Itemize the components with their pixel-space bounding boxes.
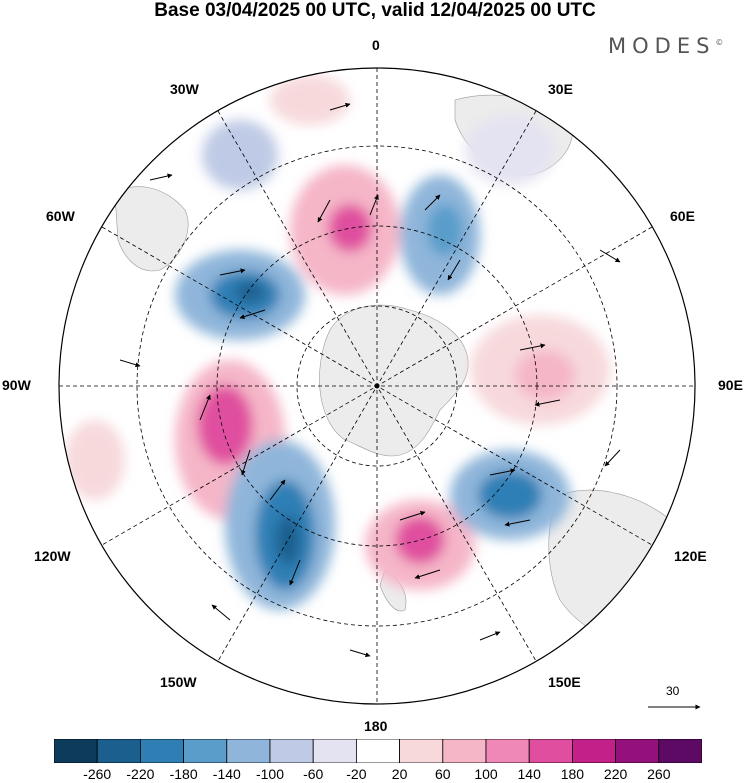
wind-vector: [329, 102, 351, 111]
colorbar-label: -140: [212, 766, 241, 782]
wind-vector: [219, 268, 246, 276]
wind-vector: [369, 194, 379, 216]
wind-vector: [534, 399, 561, 407]
anomaly-field: [65, 75, 610, 610]
colorbar-swatch: [183, 739, 228, 763]
colorbar-swatch: [615, 739, 660, 763]
colorbar-swatch: [399, 739, 444, 763]
wind-vector: [211, 604, 231, 621]
colorbar-label: 260: [647, 766, 671, 782]
wind-vector: [119, 359, 141, 368]
wind-vector: [349, 649, 371, 658]
pole-dot: [374, 383, 380, 389]
colorbar-label: -220: [126, 766, 155, 782]
colorbar-swatch: [312, 739, 357, 763]
wind-vector: [447, 259, 461, 281]
wind-vector: [289, 559, 301, 586]
modes-logo: MODES©: [608, 34, 723, 58]
lon-label-120w: 120W: [34, 548, 71, 564]
colorbar-label: 180: [560, 766, 585, 782]
colorbar-swatch: [140, 739, 185, 763]
south-america: [114, 186, 189, 272]
colorbar-label: 20: [391, 766, 408, 782]
wind-vector: [519, 343, 546, 351]
colorbar-swatch: [528, 739, 573, 763]
colorbar-label: -180: [169, 766, 198, 782]
lon-label-180: 180: [364, 718, 388, 734]
colorbar-label: 220: [603, 766, 628, 782]
lon-label-90e: 90E: [718, 377, 743, 393]
colorbar-swatch: [658, 739, 702, 763]
lon-label-60w: 60W: [46, 208, 75, 224]
lon-label-60e: 60E: [670, 208, 695, 224]
colorbar-swatch: [269, 739, 314, 763]
lon-label-120e: 120E: [674, 548, 707, 564]
wind-vector: [489, 468, 516, 476]
lon-label-150w: 150W: [160, 674, 197, 690]
wind-vector: [240, 449, 251, 476]
colorbar-label: -60: [303, 766, 324, 782]
brand-mark: ©: [715, 38, 724, 47]
colorbar-swatch: [442, 739, 487, 763]
colorbar-swatch: [54, 739, 98, 763]
antarctica: [319, 304, 469, 457]
wind-vector: [479, 631, 501, 641]
reference-vector-label: 30: [666, 684, 680, 698]
colorbar-label: -100: [255, 766, 285, 782]
wind-vector: [599, 249, 621, 263]
colorbar-swatch: [96, 739, 141, 763]
wind-vector: [239, 309, 266, 320]
colorbar-swatch: [572, 739, 617, 763]
brand-text: MODES: [608, 34, 716, 58]
colorbar-swatch: [485, 739, 530, 763]
wind-vector: [399, 510, 426, 521]
colorbar-label: 100: [474, 766, 498, 782]
colorbar-label: -260: [83, 766, 112, 782]
colorbar-label: 60: [435, 766, 451, 782]
colorbar: [54, 739, 702, 763]
wind-vector: [199, 394, 211, 421]
colorbar-label: -20: [346, 766, 367, 782]
map-boundary: [58, 67, 696, 705]
wind-vector: [604, 449, 621, 467]
wind-vector: [317, 199, 331, 223]
colorbar-label: 140: [517, 766, 541, 782]
wind-vector: [414, 569, 441, 580]
lon-label-150e: 150E: [548, 674, 581, 690]
wind-vector: [424, 194, 441, 211]
wind-vector: [149, 173, 173, 181]
lon-label-90w: 90W: [2, 377, 31, 393]
lon-label-30w: 30W: [170, 81, 199, 97]
colorbar-swatch: [355, 739, 400, 763]
wind-vector: [269, 479, 286, 501]
lon-label-0: 0: [372, 37, 380, 53]
wind-vectors: [119, 102, 621, 658]
colorbar-swatch: [226, 739, 271, 763]
lon-label-30e: 30E: [548, 81, 573, 97]
wind-vector: [504, 519, 531, 527]
map-title: Base 03/04/2025 00 UTC, valid 12/04/2025…: [154, 0, 596, 21]
